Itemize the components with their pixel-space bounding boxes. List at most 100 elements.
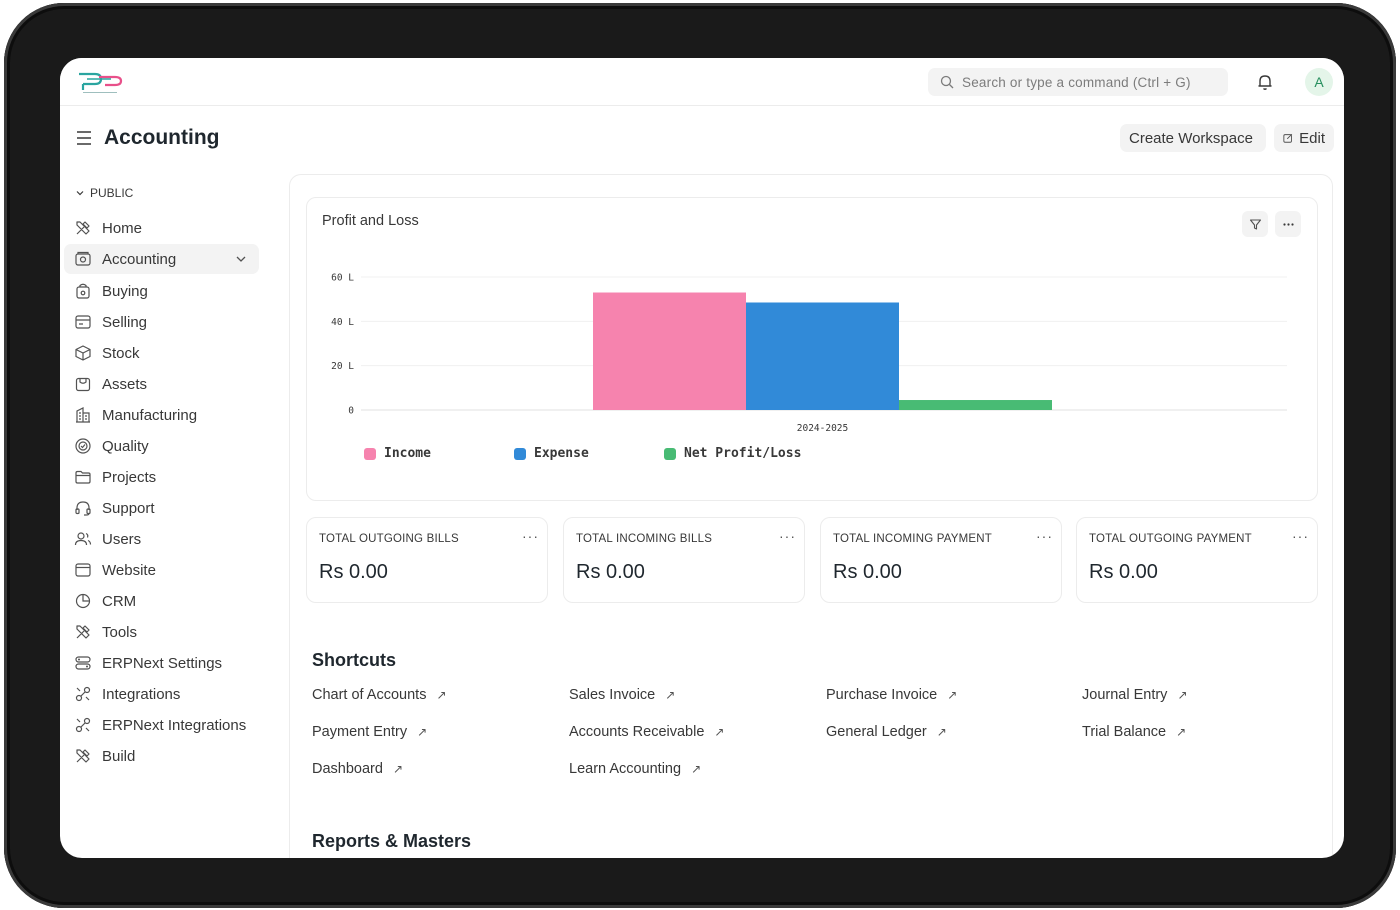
- reports-heading: Reports & Masters: [312, 831, 472, 851]
- sidebar-item-manufacturing[interactable]: Manufacturing: [64, 400, 259, 430]
- chevron-down-icon: [76, 191, 84, 196]
- shortcut-trial-balance[interactable]: Trial Balance ↗: [1082, 724, 1186, 740]
- integration-icon: [75, 686, 91, 702]
- shortcut-dashboard[interactable]: Dashboard ↗: [312, 761, 403, 777]
- shortcut-sales-invoice[interactable]: Sales Invoice ↗: [569, 687, 675, 703]
- external-arrow-icon: ↗: [1176, 725, 1187, 739]
- accounting-icon: [75, 251, 91, 266]
- shortcut-learn-accounting[interactable]: Learn Accounting ↗: [569, 761, 701, 777]
- sidebar-item-erpnext-settings[interactable]: ERPNext Settings: [64, 648, 259, 678]
- legend-item-net-profit[interactable]: Net Profit/Loss: [664, 446, 801, 461]
- navbar: Search or type a command (Ctrl + G) A: [60, 58, 1344, 106]
- integration-icon: [75, 717, 91, 733]
- sidebar-item-label: Integrations: [102, 685, 181, 703]
- shortcut-payment-entry[interactable]: Payment Entry ↗: [312, 724, 427, 740]
- sidebar: PUBLIC Home Accounting Buying Selling Stock A…: [60, 180, 275, 858]
- sidebar-item-label: Home: [102, 219, 143, 237]
- brand-logo[interactable]: [75, 68, 125, 96]
- stat-value: Rs 0.00: [1089, 561, 1158, 583]
- stat-more-icon[interactable]: ···: [1036, 528, 1053, 544]
- sidebar-item-buying[interactable]: Buying: [64, 276, 259, 306]
- shortcut-label: Trial Balance: [1082, 724, 1167, 740]
- filter-icon: [1249, 218, 1261, 230]
- legend-swatch-expense: [514, 447, 526, 460]
- legend-label-income: Income: [384, 446, 431, 461]
- users-icon: [74, 532, 92, 546]
- stock-icon: [75, 345, 91, 361]
- legend-label-net-profit: Net Profit/Loss: [684, 446, 802, 461]
- profit-loss-bar-chart: 0 20 L 40 L 60 L 2024-2025: [331, 273, 1287, 434]
- stat-card-outgoing-payment[interactable]: TOTAL OUTGOING PAYMENT Rs 0.00 ···: [1076, 517, 1318, 603]
- sidebar-item-build[interactable]: Build: [64, 741, 259, 771]
- chart-filter-button[interactable]: [1242, 211, 1268, 237]
- stat-label: TOTAL OUTGOING PAYMENT: [1089, 533, 1252, 545]
- edit-label: Edit: [1299, 129, 1325, 147]
- app-screen: Search or type a command (Ctrl + G) A Ac…: [60, 58, 1344, 858]
- chevron-down-icon[interactable]: [235, 253, 247, 265]
- page-head: Accounting Create Workspace Edit: [60, 106, 1344, 172]
- legend-label-expense: Expense: [534, 446, 589, 461]
- shortcut-journal-entry[interactable]: Journal Entry ↗: [1082, 687, 1188, 703]
- user-avatar[interactable]: A: [1305, 68, 1333, 96]
- sidebar-toggle-icon[interactable]: [76, 131, 92, 145]
- sidebar-item-stock[interactable]: Stock: [64, 338, 259, 368]
- stat-more-icon[interactable]: ···: [1292, 528, 1309, 544]
- stat-card-outgoing-bills[interactable]: TOTAL OUTGOING BILLS Rs 0.00 ···: [306, 517, 548, 603]
- sidebar-item-label: Users: [102, 530, 142, 548]
- external-arrow-icon: ↗: [691, 762, 702, 776]
- notification-bell-icon[interactable]: [1256, 73, 1274, 91]
- external-arrow-icon: ↗: [417, 725, 428, 739]
- external-arrow-icon: ↗: [936, 725, 947, 739]
- legend-item-expense[interactable]: Expense: [514, 446, 589, 461]
- bar-net-profit-loss[interactable]: [899, 400, 1052, 410]
- stat-more-icon[interactable]: ···: [779, 528, 796, 544]
- sidebar-section-public[interactable]: PUBLIC: [75, 186, 133, 200]
- folder-icon: [75, 470, 91, 484]
- shortcut-label: Payment Entry: [312, 724, 408, 740]
- search-bar[interactable]: Search or type a command (Ctrl + G): [928, 68, 1228, 96]
- external-arrow-icon: ↗: [665, 688, 676, 702]
- shortcut-general-ledger[interactable]: General Ledger ↗: [826, 724, 947, 740]
- sidebar-item-users[interactable]: Users: [64, 524, 259, 554]
- y-tick-label: 0: [348, 406, 354, 417]
- sidebar-item-accounting[interactable]: Accounting: [64, 244, 259, 274]
- sidebar-item-support[interactable]: Support: [64, 493, 259, 523]
- sidebar-item-quality[interactable]: Quality: [64, 431, 259, 461]
- shortcut-label: Accounts Receivable: [569, 724, 705, 740]
- sidebar-item-label: Stock: [102, 344, 140, 362]
- shortcut-accounts-receivable[interactable]: Accounts Receivable ↗: [569, 724, 724, 740]
- stat-card-incoming-bills[interactable]: TOTAL INCOMING BILLS Rs 0.00 ···: [563, 517, 805, 603]
- sidebar-item-home[interactable]: Home: [64, 213, 259, 243]
- search-placeholder: Search or type a command (Ctrl + G): [962, 74, 1191, 90]
- stat-more-icon[interactable]: ···: [522, 528, 539, 544]
- sidebar-item-label: ERPNext Settings: [102, 654, 223, 672]
- sidebar-item-website[interactable]: Website: [64, 555, 259, 585]
- sidebar-item-selling[interactable]: Selling: [64, 307, 259, 337]
- sidebar-item-assets[interactable]: Assets: [64, 369, 259, 399]
- crm-icon: [75, 593, 91, 609]
- sidebar-item-integrations[interactable]: Integrations: [64, 679, 259, 709]
- sidebar-item-tools[interactable]: Tools: [64, 617, 259, 647]
- sidebar-item-erpnext-integrations[interactable]: ERPNext Integrations: [64, 710, 259, 740]
- sidebar-item-label: Projects: [102, 468, 157, 486]
- sidebar-item-projects[interactable]: Projects: [64, 462, 259, 492]
- chart-more-button[interactable]: [1275, 211, 1301, 237]
- legend-swatch-income: [364, 447, 376, 460]
- create-workspace-button[interactable]: Create Workspace: [1120, 124, 1266, 152]
- sidebar-item-crm[interactable]: CRM: [64, 586, 259, 616]
- shortcut-chart-of-accounts[interactable]: Chart of Accounts ↗: [312, 687, 447, 703]
- y-tick-label: 60 L: [331, 273, 354, 284]
- shortcut-purchase-invoice[interactable]: Purchase Invoice ↗: [826, 687, 957, 703]
- sidebar-item-label: Selling: [102, 313, 148, 331]
- edit-button[interactable]: Edit: [1274, 124, 1334, 152]
- external-arrow-icon: ↗: [947, 688, 958, 702]
- shortcut-label: Journal Entry: [1082, 687, 1168, 703]
- sidebar-item-label: Manufacturing: [102, 406, 198, 424]
- stat-card-incoming-payment[interactable]: TOTAL INCOMING PAYMENT Rs 0.00 ···: [820, 517, 1062, 603]
- selling-icon: [75, 315, 91, 329]
- bar-expense[interactable]: [746, 302, 899, 410]
- sidebar-item-label: Website: [102, 561, 156, 579]
- legend-item-income[interactable]: Income: [364, 446, 431, 461]
- shortcut-label: Sales Invoice: [569, 687, 656, 703]
- bar-income[interactable]: [593, 292, 746, 410]
